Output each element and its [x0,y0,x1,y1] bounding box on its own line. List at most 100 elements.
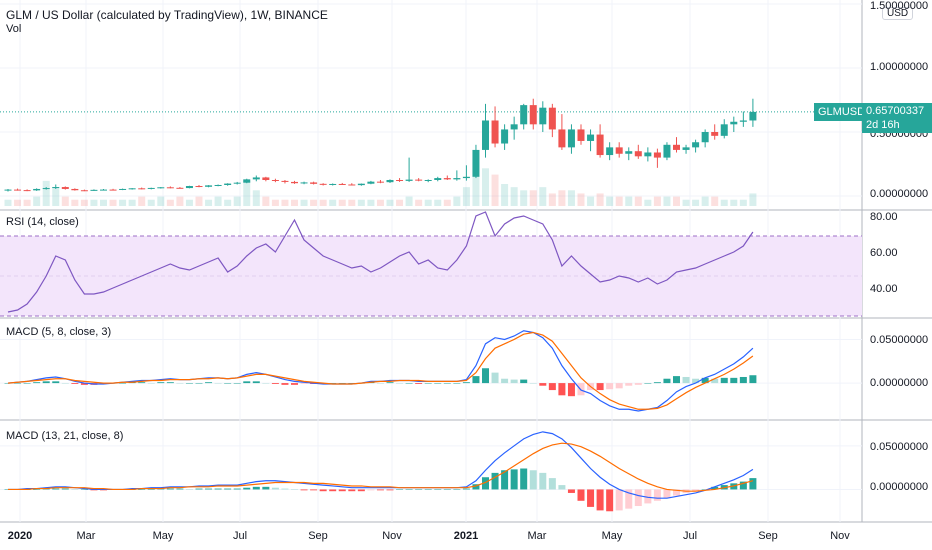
candle-body [692,142,700,148]
macd2-histogram-bar [291,489,298,490]
volume-bar [185,199,193,206]
macd2-histogram-bar [281,488,289,490]
volume-bar [634,196,642,206]
volume-bar [596,193,604,206]
volume-bar [739,199,747,206]
candle-body [510,124,518,130]
volume-bar [4,199,12,206]
macd2-histogram-bar [405,489,413,490]
rsi-pane-label[interactable]: RSI (14, close) [6,216,79,228]
volume-bar [653,196,661,206]
macd1-histogram-bar [510,379,518,384]
time-axis-label: Jul [682,530,698,542]
candle-body [529,105,537,125]
volume-bar [539,187,547,206]
macd1-histogram-bar [615,383,623,389]
macd1-histogram-bar [720,377,728,384]
macd1-histogram-bar [434,383,442,384]
candle-body [166,187,174,189]
volume-bar [424,199,432,206]
macd2-histogram-bar [615,489,623,511]
rsi-tick: 60.00 [870,247,898,259]
volume-bar [109,199,117,206]
volume-bar [548,193,556,206]
macd1-tick: 0.00000000 [870,377,929,389]
macd2-histogram-bar [739,481,747,490]
candle-body [71,188,79,191]
volume-bar [233,196,241,206]
macd1-histogram-bar [653,382,661,384]
volume-bar [567,190,575,206]
volume-bar [214,196,222,206]
volume-bar [310,199,318,206]
rsi-line [7,211,754,313]
macd1-histogram-bar [692,378,700,384]
macd1-histogram-bar [376,383,384,384]
macd2-histogram-bar [673,489,680,496]
volume-bar [319,199,327,206]
candle-body [749,111,757,121]
macd1-histogram-bar [596,383,604,391]
time-axis-label: May [601,530,623,542]
macd2-histogram-bar [587,489,595,507]
macd1-histogram-bar [262,383,270,384]
macd1-histogram-bar [291,383,298,385]
candle-body [310,182,318,184]
macd2-histogram-bar [338,489,346,492]
macd2-histogram-bar [453,489,461,490]
macd1-histogram-bar [539,383,547,386]
macd2-histogram-bar [185,489,193,490]
macd2-histogram-bar [424,489,432,490]
macd1-pane-label[interactable]: MACD (5, 8, close, 3) [6,326,112,338]
volume-bar [443,199,451,206]
candle-body [405,179,413,181]
volume-bar [71,199,79,206]
volume-bar [52,187,60,206]
macd1-histogram-bar [462,382,470,384]
candle-body [185,186,193,189]
volume-bar [682,199,690,206]
candle-body [61,187,69,189]
macd2-histogram-bar [415,489,423,490]
macd2-histogram-bar [300,489,308,491]
macd2-histogram-bar [692,489,700,492]
candle-body [491,120,499,144]
macd1-histogram-bar [567,383,575,397]
macd2-histogram-bar [510,469,518,490]
candle-body [396,180,404,181]
candle-body [615,147,623,154]
symbol-price-tag: GLMUSD [814,103,870,121]
volume-bar [529,190,537,206]
volume-bar [396,199,404,206]
macd2-pane-label[interactable]: MACD (13, 21, close, 8) [6,430,124,442]
candle-body [462,176,470,179]
candle-body [119,188,127,190]
volume-bar [587,196,595,206]
candle-body [243,179,251,183]
macd1-histogram-bar [501,378,509,384]
volume-bar [577,193,585,206]
macd2-histogram-bar [348,489,356,492]
macd1-histogram-bar [348,383,356,384]
macd1-histogram-bar [23,383,31,384]
time-axis-label: Sep [308,530,328,542]
candle-body [195,186,203,188]
volume-bar [252,190,260,206]
macd1-histogram-bar [33,382,41,384]
volume-bar [262,196,270,206]
volume-bar [663,196,671,206]
macd2-histogram-bar [367,489,375,491]
macd2-histogram-bar [214,488,222,490]
time-axis-label: 2021 [453,530,479,542]
currency-badge[interactable]: USD [882,7,914,20]
macd1-histogram-bar [138,382,146,384]
macd1-histogram-bar [205,382,213,384]
candle-body [730,121,738,125]
volume-bar [482,168,489,206]
candle-body [520,105,528,125]
volume-bar [615,196,623,206]
candle-body [252,177,260,180]
volume-bar [434,199,442,206]
macd1-histogram-bar [634,383,642,385]
